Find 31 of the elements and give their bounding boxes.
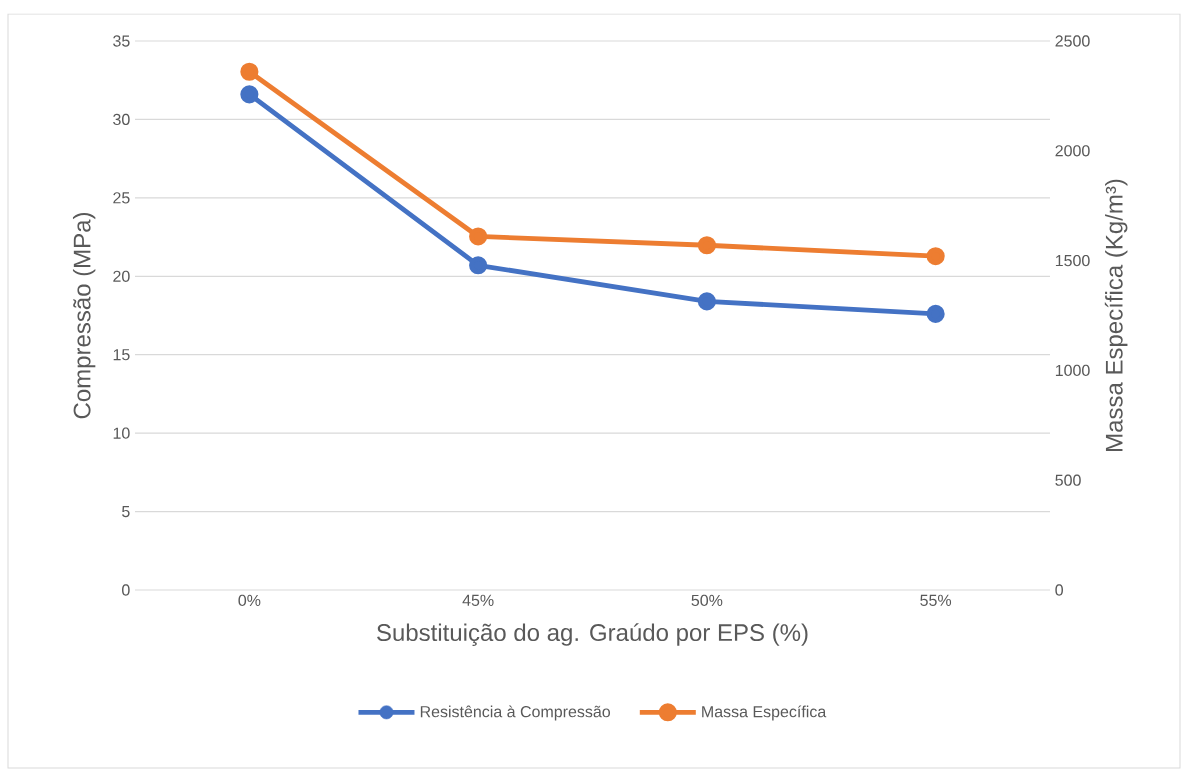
- x-axis-title: Substituição do ag. Graúdo por EPS (%): [377, 623, 808, 646]
- y2-tick-label: 1000: [1055, 364, 1090, 377]
- point: [469, 256, 488, 275]
- y2-tick-label: 500: [1055, 474, 1081, 486]
- y2-axis-title: Massa Específica (Kg/m³): [1104, 179, 1128, 451]
- point: [926, 247, 945, 266]
- y-tick-label: 30: [113, 113, 130, 126]
- legend-label: Massa Específica: [702, 705, 827, 721]
- y-tick-label: 10: [113, 427, 130, 439]
- y-tick-label: 20: [113, 270, 130, 282]
- y2-tick-label: 2500: [1055, 35, 1090, 47]
- point: [240, 62, 259, 81]
- legend-label: Resistência à Compressão: [420, 705, 611, 721]
- y2-tick-label: 1500: [1055, 254, 1090, 267]
- point: [926, 304, 945, 323]
- y-tick-label: 15: [113, 349, 130, 361]
- point: [469, 227, 488, 246]
- y-axis-title: Compressão (MPa): [72, 213, 96, 419]
- point: [697, 236, 716, 255]
- x-tick-label: 45%: [462, 594, 494, 606]
- y2-tick-label: 2000: [1055, 145, 1090, 157]
- y-tick-label: 35: [113, 35, 130, 47]
- y2-tick-label: 0: [1055, 584, 1063, 596]
- x-tick-label: 0%: [238, 594, 261, 607]
- x-tick-label: 50%: [691, 594, 723, 607]
- point: [240, 85, 259, 104]
- x-tick-label: 55%: [920, 594, 952, 606]
- point: [697, 292, 716, 311]
- y-tick-label: 5: [122, 506, 130, 518]
- y-tick-label: 0: [122, 584, 130, 596]
- y-tick-label: 25: [113, 192, 130, 204]
